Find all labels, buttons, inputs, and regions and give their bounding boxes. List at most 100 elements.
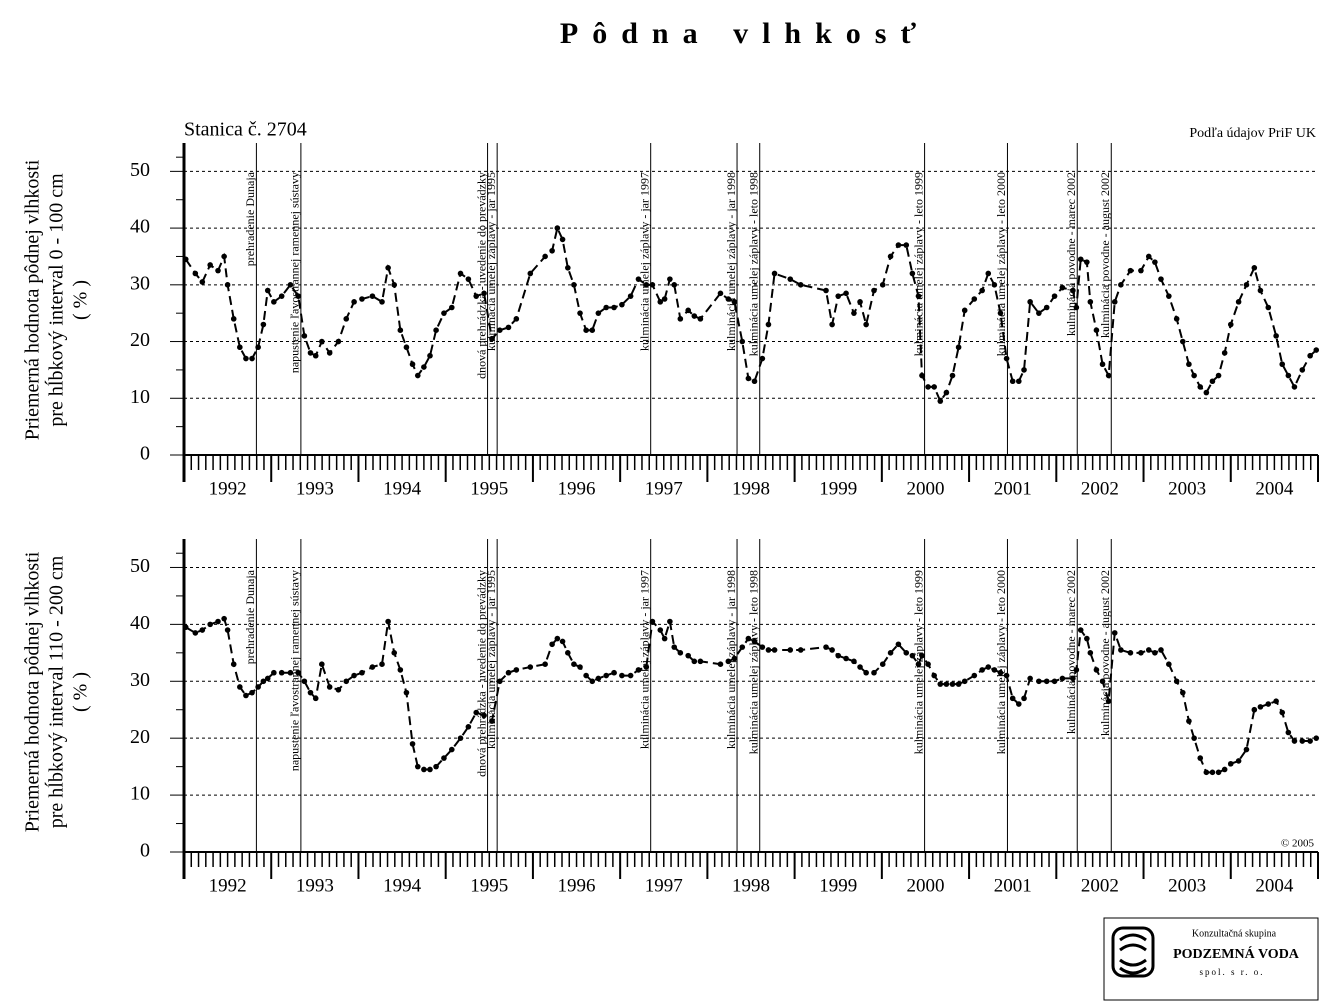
data-point — [955, 681, 962, 687]
data-point — [919, 652, 925, 659]
data-point — [565, 650, 571, 656]
y-tick-label: 20 — [130, 726, 150, 748]
y-tick-label: 30 — [130, 669, 150, 691]
x-tick-label: 2003 — [1168, 478, 1206, 499]
data-point — [1191, 372, 1197, 379]
data-point — [542, 253, 548, 260]
data-point — [397, 667, 404, 673]
data-point — [182, 256, 189, 263]
y-tick-label: 40 — [130, 612, 150, 634]
data-point — [991, 282, 998, 288]
data-point — [1307, 738, 1313, 744]
x-tick-label: 2004 — [1255, 875, 1294, 896]
data-point — [829, 321, 835, 328]
data-point — [278, 669, 285, 676]
data-point — [1251, 706, 1258, 713]
data-point — [369, 664, 376, 670]
data-point — [505, 669, 512, 676]
data-point — [1051, 678, 1058, 685]
event-label: kulminácia umelej záplavy - leto 1998 — [746, 172, 760, 356]
data-point — [903, 650, 910, 656]
data-point — [671, 282, 678, 288]
data-point — [319, 338, 325, 345]
event-label: prehradenie Dunaja — [243, 171, 257, 266]
data-point — [595, 310, 602, 316]
data-point — [717, 661, 724, 667]
data-point — [1127, 650, 1134, 656]
data-point — [931, 384, 937, 390]
data-point — [1273, 698, 1279, 704]
y-tick-label: 0 — [140, 840, 150, 862]
data-point — [1093, 327, 1100, 334]
data-point — [797, 282, 804, 288]
data-point — [1291, 384, 1298, 390]
data-point — [649, 282, 656, 288]
data-point — [549, 641, 555, 648]
data-point — [1145, 253, 1152, 260]
data-point — [230, 316, 237, 322]
data-point — [1235, 299, 1242, 305]
data-point — [301, 678, 308, 685]
data-point — [255, 684, 261, 690]
data-point — [657, 627, 664, 633]
data-point — [513, 316, 520, 322]
data-point — [1003, 355, 1010, 362]
data-point — [925, 661, 931, 667]
data-point — [1227, 760, 1234, 767]
data-point — [237, 684, 243, 690]
data-point — [725, 296, 732, 302]
x-tick-label: 2004 — [1255, 478, 1294, 499]
data-point — [457, 270, 464, 277]
data-point — [1105, 698, 1112, 704]
data-point — [843, 290, 849, 297]
data-point — [207, 621, 213, 628]
data-point — [1059, 284, 1066, 291]
data-point — [979, 667, 985, 673]
data-point — [823, 287, 829, 294]
data-point — [1158, 276, 1164, 282]
x-tick-label: 1996 — [558, 875, 596, 896]
event-label: prehradenie Dunaja — [243, 569, 257, 664]
data-point — [879, 661, 886, 667]
data-point — [667, 276, 673, 282]
data-point — [577, 310, 583, 316]
data-point — [1313, 347, 1320, 353]
data-point — [643, 282, 650, 288]
data-point — [1077, 627, 1084, 633]
x-tick-label: 1998 — [732, 875, 770, 896]
x-tick-label: 1997 — [645, 875, 683, 896]
data-point — [915, 661, 922, 667]
y-tick-label: 10 — [130, 386, 150, 408]
data-point — [326, 350, 333, 356]
data-point — [1152, 650, 1158, 656]
data-point — [1084, 259, 1090, 265]
x-tick-label: 1992 — [209, 875, 247, 896]
data-point — [554, 635, 561, 642]
data-point — [1186, 361, 1192, 368]
data-point — [589, 327, 596, 334]
data-point — [465, 276, 472, 282]
data-point — [489, 718, 495, 724]
data-point — [199, 627, 206, 633]
data-point — [295, 293, 302, 299]
data-point — [549, 247, 555, 254]
data-point — [835, 652, 842, 659]
data-point — [627, 672, 634, 679]
data-point — [1118, 282, 1124, 288]
data-point — [249, 689, 255, 696]
data-point — [215, 267, 221, 274]
data-point — [1166, 293, 1172, 299]
data-point — [1152, 259, 1158, 265]
data-point — [759, 355, 766, 362]
data-point — [379, 661, 385, 667]
data-point — [391, 282, 398, 288]
data-point — [312, 352, 319, 359]
data-point — [1173, 316, 1180, 322]
data-point — [903, 242, 910, 248]
data-point — [207, 262, 213, 268]
data-point — [409, 361, 416, 368]
data-point — [1027, 675, 1033, 682]
data-point — [414, 763, 421, 770]
data-point — [1138, 267, 1144, 274]
data-point — [731, 299, 738, 305]
